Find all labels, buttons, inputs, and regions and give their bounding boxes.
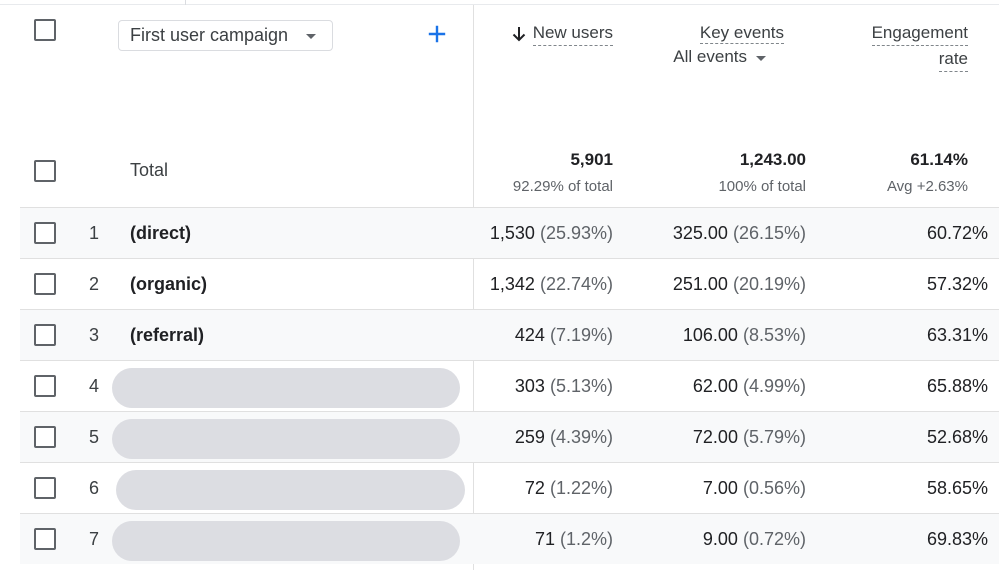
row-checkbox[interactable] [34, 426, 56, 448]
header-engagement-rate-line2: rate [938, 48, 968, 72]
dimension-select-label: First user campaign [130, 25, 289, 45]
total-label: Total [130, 160, 169, 180]
row-engagement-rate: 57.32% [926, 274, 988, 294]
table-row[interactable]: 1 (direct) 1,530 (25.93%) 325.00 (26.15%… [20, 207, 999, 258]
row-checkbox[interactable] [34, 273, 56, 295]
row-checkbox[interactable] [34, 528, 56, 550]
header-engagement-rate-line1: Engagement [871, 22, 968, 46]
total-key-events-sub: 100% of total [718, 178, 806, 195]
row-campaign-name: (referral) [130, 325, 205, 345]
header-key-events[interactable]: Key events All events [673, 22, 784, 68]
row-key-events: 106.00 (8.53%) [682, 325, 806, 345]
total-key-events: 1,243.00 [739, 150, 806, 169]
table-row[interactable]: 3 (referral) 424 (7.19%) 106.00 (8.53%) … [20, 309, 999, 360]
top-divider-tick [185, 0, 186, 5]
row-index: 5 [88, 427, 99, 447]
caret-down-icon [756, 55, 766, 61]
redacted-campaign-name [116, 470, 465, 510]
row-engagement-rate: 52.68% [926, 427, 988, 447]
row-key-events: 9.00 (0.72%) [702, 529, 806, 549]
row-key-events: 325.00 (26.15%) [672, 223, 806, 243]
row-index: 6 [88, 478, 99, 498]
row-key-events: 72.00 (5.79%) [692, 427, 806, 447]
header-new-users-label: New users [532, 22, 613, 46]
key-events-filter[interactable]: All events [673, 46, 766, 68]
row-index: 1 [88, 223, 99, 243]
row-new-users: 259 (4.39%) [514, 427, 613, 447]
row-new-users: 424 (7.19%) [514, 325, 613, 345]
row-campaign-name: (direct) [130, 223, 192, 243]
row-checkbox[interactable] [34, 222, 56, 244]
row-index: 3 [88, 325, 99, 345]
key-events-filter-label: All events [673, 47, 747, 66]
table-row[interactable]: 7 71 (1.2%) 9.00 (0.72%) 69.83% [20, 513, 999, 564]
row-new-users: 72 (1.22%) [524, 478, 613, 498]
row-checkbox[interactable] [34, 375, 56, 397]
table-row[interactable]: 6 72 (1.22%) 7.00 (0.56%) 58.65% [20, 462, 999, 513]
plus-icon[interactable] [427, 24, 447, 44]
row-engagement-rate: 69.83% [926, 529, 988, 549]
row-checkbox[interactable] [34, 324, 56, 346]
row-new-users: 303 (5.13%) [514, 376, 613, 396]
row-campaign-name: (organic) [130, 274, 208, 294]
row-key-events: 251.00 (20.19%) [672, 274, 806, 294]
caret-down-icon [306, 34, 316, 39]
row-index: 7 [88, 529, 99, 549]
table-row[interactable]: 5 259 (4.39%) 72.00 (5.79%) 52.68% [20, 411, 999, 462]
header-engagement-rate[interactable]: Engagement rate [871, 22, 968, 72]
row-key-events: 62.00 (4.99%) [692, 376, 806, 396]
redacted-campaign-name [112, 368, 460, 408]
header-new-users[interactable]: New users [511, 22, 613, 46]
row-key-events: 7.00 (0.56%) [702, 478, 806, 498]
total-engagement-rate-sub: Avg +2.63% [886, 178, 968, 195]
row-engagement-rate: 60.72% [926, 223, 988, 243]
total-new-users: 5,901 [570, 150, 613, 169]
total-new-users-sub: 92.29% of total [512, 178, 613, 195]
redacted-campaign-name [112, 521, 460, 561]
table-row[interactable]: 4 303 (5.13%) 62.00 (4.99%) 65.88% [20, 360, 999, 411]
row-index: 2 [88, 274, 99, 294]
column-divider [473, 5, 474, 570]
row-checkbox[interactable] [34, 477, 56, 499]
row-new-users: 1,530 (25.93%) [489, 223, 613, 243]
table-row[interactable]: 2 (organic) 1,342 (22.74%) 251.00 (20.19… [20, 258, 999, 309]
arrow-down-icon [512, 27, 525, 42]
total-engagement-rate: 61.14% [910, 150, 968, 169]
row-index: 4 [88, 376, 99, 396]
header-key-events-label: Key events [699, 23, 784, 44]
row-engagement-rate: 63.31% [926, 325, 988, 345]
row-engagement-rate: 58.65% [926, 478, 988, 498]
row-engagement-rate: 65.88% [926, 376, 988, 396]
redacted-campaign-name [112, 419, 460, 459]
row-new-users: 1,342 (22.74%) [489, 274, 613, 294]
dimension-select[interactable]: First user campaign [118, 20, 333, 51]
row-new-users: 71 (1.2%) [534, 529, 613, 549]
top-border [0, 0, 999, 5]
total-checkbox[interactable] [34, 160, 56, 182]
select-all-checkbox[interactable] [34, 19, 56, 41]
